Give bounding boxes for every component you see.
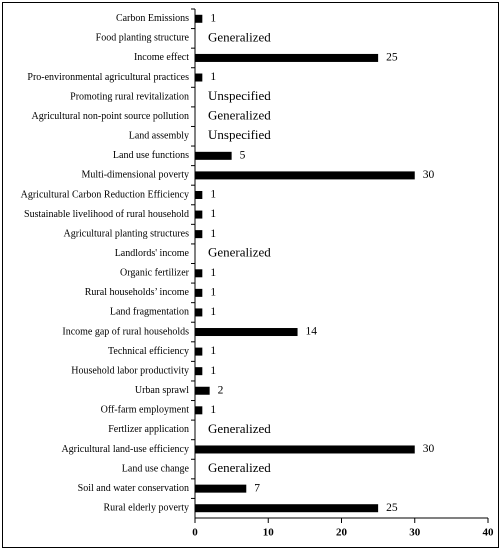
bar [195,308,203,317]
data-label: 25 [386,502,398,514]
bar [195,171,415,180]
bar [195,269,203,278]
bar [195,367,203,376]
y-tick-label: Agricultural Carbon Reduction Efficiency [21,189,189,200]
data-label: Generalized [208,29,271,44]
y-tick-label: Carbon Emissions [116,13,189,24]
data-label: 1 [210,208,216,220]
data-label: 1 [210,365,216,377]
data-label: 1 [210,404,216,416]
y-tick-label: Income effect [134,52,189,63]
data-label: Unspecified [208,88,271,103]
y-tick-label: Food planting structure [96,33,190,44]
data-label: 30 [423,443,435,455]
data-label: 25 [386,52,398,64]
x-tick-label: 0 [192,527,198,539]
x-tick-label: 40 [483,527,495,539]
bar [195,53,379,62]
data-label: 30 [423,169,435,181]
data-label: Unspecified [208,127,271,142]
bar [195,484,247,493]
y-tick-label: Agricultural planting structures [63,228,189,239]
y-tick-label: Land assembly [129,131,189,142]
y-tick-label: Land use change [122,463,190,474]
x-tick-label: 10 [263,527,275,539]
data-label: 5 [240,149,246,161]
y-tick-label: Income gap of rural households [62,326,189,337]
y-tick-label: Multi-dimensional poverty [82,170,190,181]
data-label: Generalized [208,421,271,436]
y-tick-label: Landlords' income [115,248,190,259]
y-tick-label: Off-farm employment [101,405,190,416]
y-tick-label: Sustainable livelihood of rural househol… [24,209,189,220]
data-label: 1 [210,189,216,201]
y-tick-label: Fertlizer application [108,424,189,435]
data-label: 2 [218,384,224,396]
bar [195,14,203,23]
y-tick-label: Pro-environmental agricultural practices [27,72,189,83]
x-tick-label: 20 [336,527,348,539]
data-label: Generalized [208,108,271,123]
data-label: 7 [254,482,260,494]
bar [195,210,203,219]
data-label: 1 [210,228,216,240]
bar [195,190,203,199]
y-tick-label: Promoting rural revitalization [70,91,189,102]
data-label: 1 [210,306,216,318]
y-tick-label: Household labor productivity [71,365,189,376]
bar [195,445,415,454]
data-label: 1 [210,267,216,279]
bar [195,347,203,356]
y-tick-label: Land fragmentation [110,307,189,318]
y-tick-label: Technical efficiency [108,346,189,357]
y-tick-label: Land use functions [113,150,189,161]
data-label: 1 [210,345,216,357]
y-tick-label: Agricultural non-point source pollution [32,111,189,122]
bar [195,406,203,415]
bar [195,73,203,82]
data-label: 1 [210,12,216,24]
data-label: Generalized [208,460,271,475]
bar [195,504,379,513]
data-label: 1 [210,71,216,83]
bar [195,386,210,395]
y-tick-label: Agricultural land-use efficiency [61,444,189,455]
y-tick-label: Rural elderly poverty [103,503,189,514]
bar [195,230,203,239]
bar [195,328,298,337]
data-label: 14 [306,326,318,338]
data-label: 1 [210,287,216,299]
y-tick-label: Soil and water conservation [78,483,189,494]
bar [195,288,203,297]
y-tick-label: Urban sprawl [135,385,189,396]
y-tick-label: Organic fertilizer [120,268,190,279]
data-label: Generalized [208,245,271,260]
bar [195,151,232,160]
x-tick-label: 30 [409,527,421,539]
y-tick-label: Rural households’ income [85,287,190,298]
